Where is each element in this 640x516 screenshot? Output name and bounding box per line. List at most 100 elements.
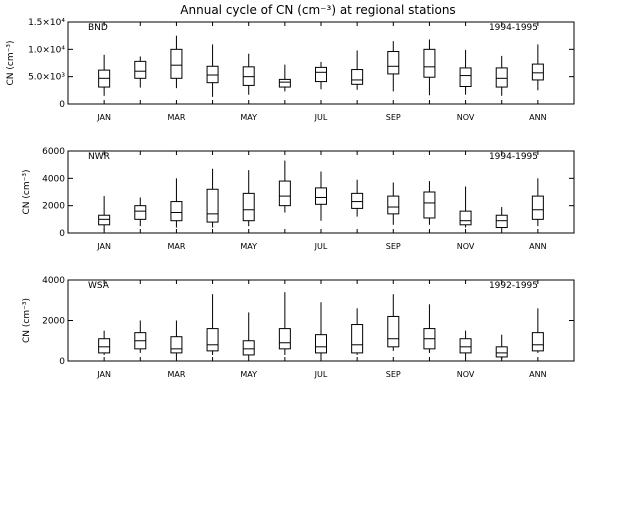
years-label: 1994-1995 [489,152,538,162]
y-tick-label: 1.5×10⁴ [28,18,65,28]
box-plot-dec [495,334,508,359]
box [98,338,111,354]
x-tick-label: NOV [457,242,475,251]
box-plot-apr [206,168,219,228]
box [423,191,436,219]
box [495,214,508,229]
box-plot-may [242,170,255,227]
box [459,210,472,226]
box [423,48,436,78]
x-tick-label: JUL [314,242,328,251]
box [98,214,111,226]
x-tick-label: SEP [386,242,401,251]
box [315,187,327,205]
x-tick-label: NOV [457,370,475,379]
box-plot-may [242,53,255,95]
box [278,78,291,88]
station-label: BND [88,23,108,33]
box-plot-jan [98,54,111,96]
box-plot-oct [423,39,436,96]
box-plot-feb [134,197,147,227]
y-axis-label: CN (cm⁻³) [22,170,32,215]
box-plot-jul [315,302,327,357]
box [170,201,183,222]
box [351,69,364,85]
x-tick-label: MAR [167,242,185,251]
y-axis-label: CN (cm⁻³) [6,41,16,86]
box-plot-aug [351,50,364,90]
box-plot-apr [206,44,219,97]
box [459,338,472,354]
box-plot-aug [351,179,364,217]
panel-nwr: 0 2000 4000 6000 CN (cm⁻³) JAN MAR MAY JUL SEP NOV… [22,147,575,251]
box [170,48,183,79]
y-tick-label: 1.0×10⁴ [28,45,65,55]
box-plot-nov [459,330,472,357]
box [242,192,255,222]
x-tick-label: JAN [96,370,111,379]
x-tick-label: MAY [240,242,257,251]
y-axis-label: CN (cm⁻³) [22,298,32,343]
box-plot-jan [98,196,111,231]
x-tick-label: MAR [167,113,185,122]
box-plot-jun [278,160,291,213]
y-tick-label: 0 [59,357,65,367]
box [242,340,255,356]
box-plot-jun [278,64,291,92]
x-tick-label: ANN [529,113,546,122]
box [531,332,544,352]
years-label: 1994-1995 [489,23,538,33]
box [495,346,508,358]
y-tick-label: 6000 [42,147,65,157]
box-plot-jun [278,292,291,355]
box [387,195,400,215]
box [206,188,219,223]
box-plot-sep [387,41,400,92]
box [206,65,219,84]
box [170,336,183,354]
box-plot-sep [387,182,400,225]
box [134,205,147,220]
box [387,51,400,75]
y-tick-label: 5.0×10³ [28,73,65,83]
x-tick-label: ANN [529,370,546,379]
box [206,328,219,352]
station-label: WSA [88,281,110,291]
x-tick-label: NOV [457,113,475,122]
box [495,67,508,88]
box [531,63,544,81]
box-plot-feb [134,56,147,88]
y-tick-label: 0 [59,229,65,239]
panel-wsa: 0 2000 4000 CN (cm⁻³) JAN MAR MAY JUL SEP NOV ANN W… [22,276,575,379]
box-plot-feb [134,320,147,353]
box-plot-may [242,312,255,357]
box-plot-ann [531,178,544,227]
box [278,328,291,350]
box-plot-nov [459,186,472,228]
box-plot-jul [315,61,327,90]
box-plot-dec [495,55,508,96]
x-tick-label: JAN [96,242,111,251]
box-plot-dec [495,207,508,229]
box-plot-sep [387,294,400,351]
y-tick-label: 4000 [42,276,65,286]
x-tick-label: ANN [529,242,546,251]
y-tick-label: 2000 [42,202,65,212]
box-plot-nov [459,49,472,95]
box-plot-oct [423,304,436,353]
y-tick-label: 0 [59,100,65,110]
box [351,324,364,354]
x-tick-label: JAN [96,113,111,122]
station-label: NWR [88,152,110,162]
years-label: 1992-1995 [489,281,538,291]
box [315,66,327,83]
x-tick-label: JUL [314,370,328,379]
box-plot-aug [351,308,364,355]
box [134,60,147,79]
box [459,67,472,88]
box [315,334,327,354]
x-tick-label: JUL [314,113,328,122]
box-plot-apr [206,294,219,355]
